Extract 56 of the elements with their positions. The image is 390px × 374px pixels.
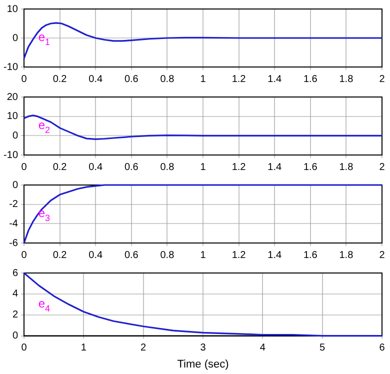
y-tick-label: -10: [4, 62, 18, 73]
x-tick-label: 1.6: [303, 74, 318, 85]
x-tick-label: 0.2: [52, 162, 68, 173]
x-tick-label: 0.8: [160, 250, 175, 261]
y-tick-label: 4: [12, 288, 18, 300]
x-tick-label: 4: [260, 342, 266, 354]
y-tick-label: 0: [12, 330, 18, 342]
y-tick-label: -10: [4, 150, 18, 161]
x-tick-label: 1.4: [268, 74, 282, 85]
x-tick-label: 1.8: [339, 162, 354, 173]
y-tick-label: -4: [9, 218, 18, 230]
y-tick-label: 0: [12, 180, 18, 191]
x-tick-label: 0.8: [160, 74, 175, 85]
x-tick-label: 1: [200, 74, 206, 85]
x-tick-label: 0.2: [52, 250, 68, 261]
y-tick-label: 10: [6, 4, 18, 15]
x-tick-label: 2: [379, 74, 386, 85]
x-tick-label: 0.6: [124, 250, 139, 261]
x-tick-label: 0.4: [88, 162, 103, 173]
x-tick-label: 1.4: [268, 250, 282, 261]
x-tick-label: 1.6: [303, 250, 318, 261]
x-tick-label: 0.4: [88, 250, 103, 261]
x-tick-label: 3: [200, 342, 206, 354]
y-tick-label: 6: [12, 268, 18, 279]
x-tick-label: 1.2: [232, 162, 246, 173]
x-tick-label: 6: [379, 342, 386, 354]
x-tick-label: 0.6: [124, 162, 139, 173]
x-tick-label: 0.6: [124, 74, 139, 85]
x-tick-label: 2: [140, 342, 147, 354]
y-tick-label: 0: [12, 32, 18, 44]
x-tick-label: 0: [21, 74, 28, 85]
x-tick-label: 1.4: [268, 162, 282, 173]
x-tick-label: 1: [80, 342, 87, 354]
x-tick-label: 0.4: [88, 74, 103, 85]
x-tick-label: 0.8: [160, 162, 175, 173]
x-tick-label: 1.6: [303, 162, 318, 173]
y-tick-label: 20: [6, 92, 18, 103]
x-tick-label: 1.2: [232, 250, 246, 261]
x-tick-label: 2: [379, 162, 386, 173]
x-tick-label: 1.8: [339, 250, 354, 261]
x-axis-title: Time (sec): [177, 358, 229, 370]
y-tick-label: 2: [12, 310, 18, 321]
y-tick-label: 0: [12, 130, 18, 142]
x-tick-label: 2: [379, 250, 386, 261]
x-tick-label: 0: [21, 250, 28, 261]
y-tick-label: -2: [9, 199, 18, 210]
y-tick-label: -6: [9, 238, 18, 249]
x-tick-label: 1.8: [339, 74, 354, 85]
x-tick-label: 0.2: [52, 74, 68, 85]
y-tick-label: 10: [6, 111, 18, 122]
x-tick-label: 1: [200, 250, 206, 261]
x-tick-label: 0: [21, 342, 28, 354]
x-tick-label: 0: [21, 162, 28, 173]
x-tick-label: 1: [200, 162, 206, 173]
x-tick-label: 1.2: [232, 74, 246, 85]
x-tick-label: 5: [320, 342, 326, 354]
